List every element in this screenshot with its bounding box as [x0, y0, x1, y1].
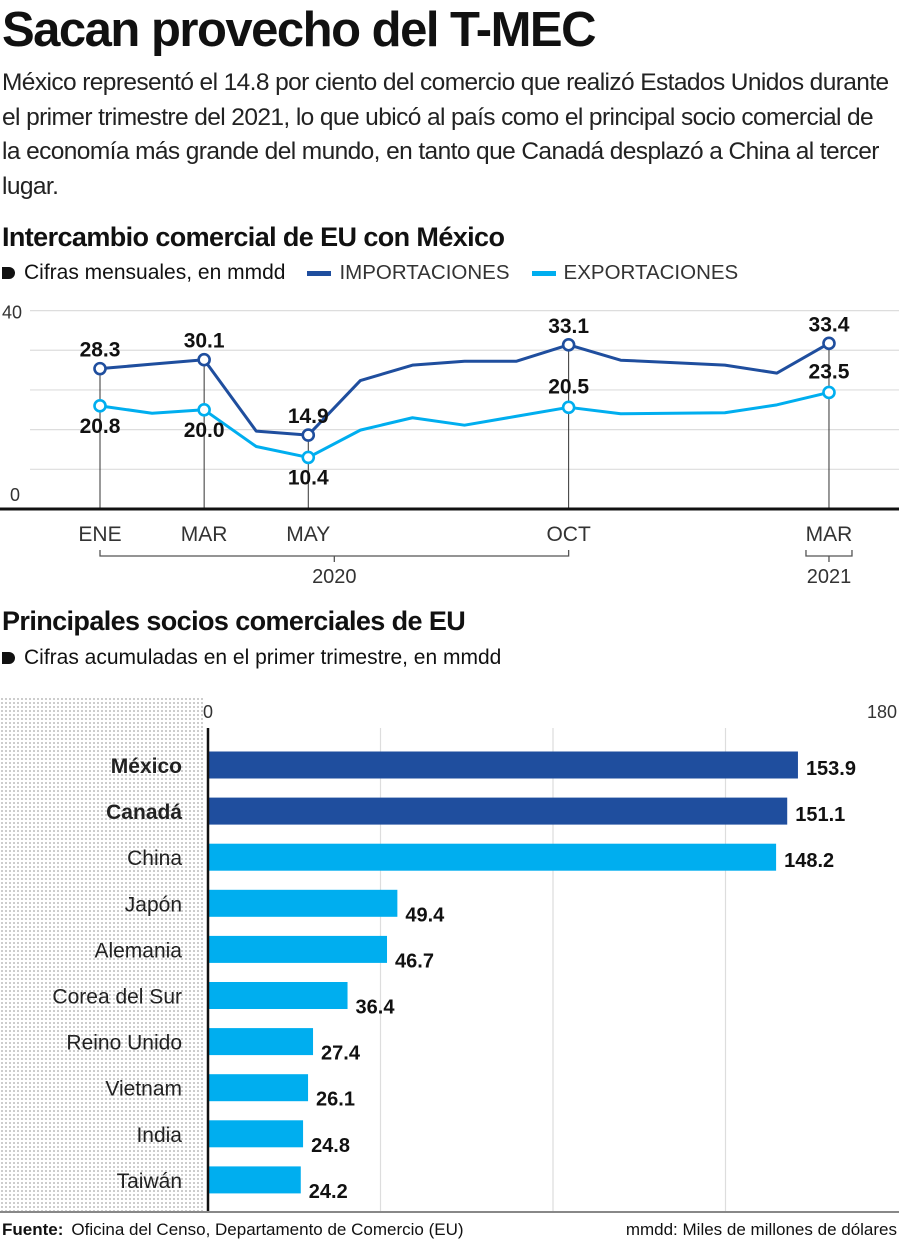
x-tick-label: ENE — [78, 523, 121, 546]
data-point-marker — [561, 400, 576, 415]
legend-item-importaciones: IMPORTACIONES — [307, 261, 510, 285]
category-label: Reino Unido — [66, 1032, 182, 1055]
year-label: 2020 — [312, 566, 357, 588]
year-bracket — [805, 550, 853, 562]
bar-taiwán — [208, 1166, 301, 1194]
data-label: 33.4 — [809, 313, 850, 336]
value-label: 148.2 — [784, 850, 834, 872]
source-note: Fuente: Oficina del Censo, Departamento d… — [2, 1220, 464, 1240]
category-label: China — [127, 847, 182, 870]
data-label: 14.9 — [288, 405, 329, 428]
bar-china — [208, 843, 777, 871]
value-label: 49.4 — [405, 904, 445, 926]
tag-icon — [2, 267, 15, 279]
legend-item-exportaciones: EXPORTACIONES — [531, 261, 739, 285]
source-label: Fuente: — [2, 1220, 64, 1239]
bar-chart-title: Principales socios comerciales de EU — [2, 606, 466, 636]
bar-canadá — [208, 797, 788, 825]
value-label: 24.2 — [309, 1181, 348, 1203]
bar-reino-unido — [208, 1028, 314, 1056]
footer-divider — [0, 1211, 899, 1243]
line-chart-subtitle-row: Cifras mensuales, en mmdd IMPORTACIONES … — [2, 261, 738, 285]
tag-icon — [2, 652, 15, 664]
legend-swatch-exportaciones — [531, 270, 556, 276]
category-label: Vietnam — [105, 1078, 182, 1101]
data-label: 20.5 — [548, 375, 589, 398]
x-tick-label: MAY — [286, 523, 330, 546]
series-line-importaciones — [99, 342, 830, 437]
x-tick-label: OCT — [546, 523, 591, 546]
bar-vietnam — [208, 1074, 309, 1102]
category-label: Alemania — [94, 939, 182, 962]
data-label: 28.3 — [80, 339, 121, 362]
data-point-marker — [197, 352, 211, 367]
x-tick-label: 180 — [867, 702, 897, 722]
dotted-background — [0, 697, 205, 1212]
data-point-marker — [301, 428, 316, 442]
category-label: México — [111, 755, 182, 778]
legend-label: IMPORTACIONES — [339, 261, 510, 284]
x-tick-label: MAR — [181, 523, 228, 546]
lede-paragraph: México representó el 14.8 por ciento del… — [2, 69, 889, 200]
line-chart-title: Intercambio comercial de EU con México — [2, 222, 505, 252]
value-label: 27.4 — [321, 1043, 361, 1065]
data-label: 10.4 — [288, 466, 329, 489]
year-label: 2021 — [807, 566, 852, 588]
data-point-marker — [93, 399, 107, 413]
data-point-marker — [301, 450, 316, 465]
value-label: 46.7 — [395, 950, 434, 972]
page-title: Sacan provecho del T-MEC — [2, 3, 597, 57]
category-label: Taiwán — [117, 1170, 182, 1193]
bar-chart: 0 180 México 153.9 Canadá 151.1 China 148.2 Japó… — [52, 702, 897, 1212]
data-point-marker — [822, 385, 836, 400]
data-label: 20.8 — [80, 415, 121, 438]
bar-chart-subtitle-row: Cifras acumuladas en el primer trimestre… — [2, 646, 501, 670]
legend-label: EXPORTACIONES — [563, 261, 739, 284]
x-tick-label: MAR — [806, 523, 853, 546]
category-label: India — [136, 1124, 182, 1147]
y-tick-label: 40 — [2, 303, 22, 323]
value-label: 151.1 — [795, 804, 845, 826]
data-label: 30.1 — [184, 330, 225, 353]
bar-chart-subtitle: Cifras acumuladas en el primer trimestre… — [24, 646, 502, 669]
category-label: Corea del Sur — [52, 986, 182, 1009]
year-bracket — [99, 550, 570, 562]
series-line-exportaciones — [99, 390, 830, 459]
y-tick-label: 0 — [10, 485, 20, 505]
value-label: 26.1 — [316, 1089, 355, 1111]
bar-alemania — [208, 935, 388, 963]
line-chart: 40 0 28.3 30.1 14.9 33.1 33.4 20.8 20.0 10.4 20.5 2… — [0, 303, 899, 588]
data-point-marker — [197, 403, 211, 417]
category-label: Canadá — [106, 801, 182, 824]
data-label: 20.0 — [184, 419, 225, 442]
x-tick-label: 0 — [203, 702, 213, 722]
data-point-marker — [822, 336, 836, 351]
data-point-marker — [561, 338, 576, 352]
bar-méxico — [208, 751, 798, 779]
legend-swatch-importaciones — [307, 270, 332, 276]
data-label: 23.5 — [809, 360, 850, 383]
bar-corea-del-sur — [208, 982, 348, 1009]
source-text: Oficina del Censo, Departamento de Comer… — [71, 1220, 464, 1239]
bar-japón — [208, 889, 398, 917]
value-label: 36.4 — [356, 997, 396, 1019]
unit-note: mmdd: Miles de millones de dólares — [625, 1220, 897, 1239]
bar-india — [208, 1120, 304, 1148]
value-label: 153.9 — [806, 758, 856, 780]
category-label: Japón — [125, 893, 182, 916]
line-chart-subtitle: Cifras mensuales, en mmdd — [24, 261, 286, 284]
value-label: 24.8 — [311, 1135, 350, 1157]
data-point-marker — [93, 361, 107, 376]
data-label: 33.1 — [548, 315, 589, 338]
